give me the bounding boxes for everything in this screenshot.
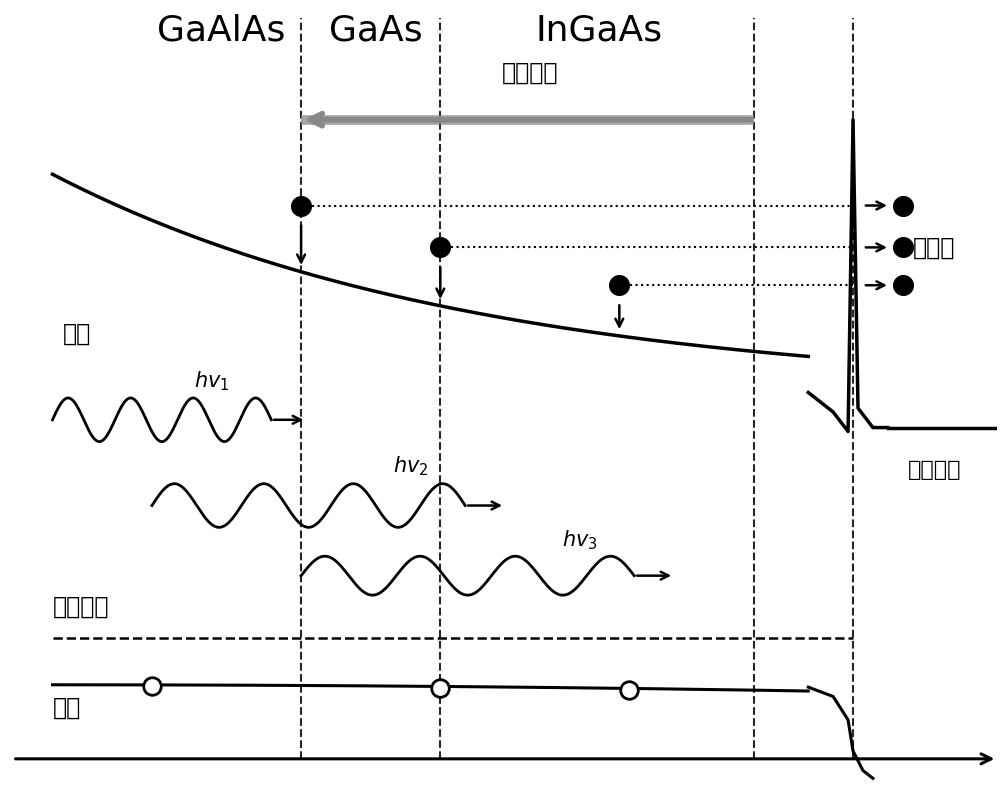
Point bbox=[432, 681, 448, 694]
Point bbox=[895, 199, 911, 212]
Text: $hv_3$: $hv_3$ bbox=[562, 529, 597, 553]
Point bbox=[621, 684, 637, 696]
Text: 内建电场: 内建电场 bbox=[502, 61, 558, 85]
Point bbox=[144, 680, 160, 692]
Point bbox=[432, 241, 448, 254]
Text: $hv_1$: $hv_1$ bbox=[194, 369, 229, 392]
Point bbox=[611, 279, 627, 291]
Text: 费米能级: 费米能级 bbox=[53, 595, 109, 619]
Text: GaAlAs: GaAlAs bbox=[157, 13, 286, 47]
Text: InGaAs: InGaAs bbox=[536, 13, 663, 47]
Text: 光电子: 光电子 bbox=[913, 236, 955, 259]
Text: $hv_2$: $hv_2$ bbox=[393, 455, 428, 478]
Text: 价带: 价带 bbox=[53, 696, 81, 720]
Text: 导带: 导带 bbox=[62, 322, 91, 346]
Point bbox=[895, 279, 911, 291]
Point bbox=[895, 241, 911, 254]
Text: GaAs: GaAs bbox=[329, 13, 423, 47]
Text: 真空能级: 真空能级 bbox=[908, 461, 961, 480]
Point bbox=[293, 199, 309, 212]
